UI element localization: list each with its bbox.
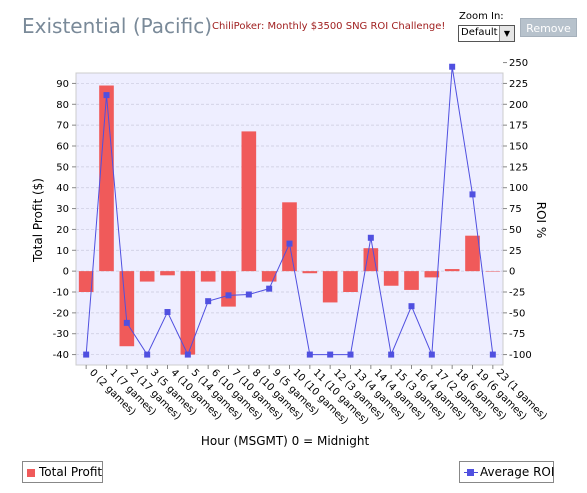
bar — [200, 271, 216, 282]
y2-tick-label: 125 — [509, 162, 528, 173]
page-title: Existential (Pacific) — [22, 14, 213, 38]
roi-point — [123, 319, 130, 326]
y-tick-label: -20 — [53, 308, 69, 319]
y-tick-label: -40 — [53, 350, 69, 361]
bar — [261, 271, 277, 282]
y-tick-label: 80 — [56, 100, 69, 111]
roi-point — [266, 285, 273, 292]
y-tick-label: 0 — [63, 267, 69, 278]
bar — [160, 271, 175, 276]
roi-point — [225, 292, 232, 299]
zoom-label: Zoom In: — [459, 11, 504, 22]
bar — [139, 271, 155, 282]
remove-button[interactable]: Remove — [520, 18, 577, 37]
y2-tick-label: 75 — [509, 204, 522, 215]
y-tick-label: -30 — [53, 329, 69, 340]
bar — [465, 235, 480, 272]
bar — [221, 271, 236, 307]
y2-tick-label: 200 — [509, 100, 528, 111]
bar — [119, 271, 135, 347]
bar — [485, 271, 501, 272]
y2-tick-label: 0 — [509, 267, 515, 278]
legend-total-profit: Total Profit — [22, 461, 103, 483]
bar — [322, 271, 338, 303]
y2-tick-label: 225 — [509, 79, 528, 90]
legend-profit-label: Total Profit — [39, 465, 103, 479]
roi-point — [489, 351, 496, 358]
y2-axis-ticks: 2502252001751501251007550250-25-50-75-10… — [503, 58, 532, 361]
bar-swatch-icon — [27, 468, 35, 477]
y-tick-label: 20 — [56, 225, 69, 236]
roi-point — [245, 291, 252, 298]
y-tick-label: 40 — [56, 183, 69, 194]
y2-tick-label: 150 — [509, 142, 528, 153]
y2-tick-label: 25 — [509, 246, 522, 257]
roi-point — [144, 351, 151, 358]
legend-roi-label: Average ROI — [480, 465, 555, 479]
roi-point — [388, 351, 395, 358]
x-axis-ticks: 0 (2 games)1 (7 games)2 (17 games)3 (5 g… — [85, 365, 549, 427]
y2-tick-label: 100 — [509, 183, 528, 194]
bar — [241, 131, 257, 272]
bar — [404, 271, 419, 290]
y-tick-label: 50 — [56, 162, 69, 173]
roi-line — [83, 63, 496, 358]
roi-point — [347, 351, 354, 358]
y2-tick-label: 175 — [509, 121, 528, 132]
roi-point — [327, 351, 334, 358]
y-tick-label: -10 — [53, 288, 69, 299]
roi-point — [367, 234, 374, 241]
y-tick-label: 30 — [56, 204, 69, 215]
y2-tick-label: -75 — [509, 329, 525, 340]
promo-link[interactable]: ChiliPoker: Monthly $3500 SNG ROI Challe… — [212, 21, 446, 32]
roi-point — [184, 351, 191, 358]
x-axis-label: Hour (MSGMT) 0 = Midnight — [201, 434, 370, 448]
bar — [444, 269, 460, 272]
y-tick-label: 70 — [56, 121, 69, 132]
y2-tick-label: -50 — [509, 308, 525, 319]
bar — [78, 271, 94, 292]
roi-point — [205, 298, 212, 305]
y-axis-label: Total Profit ($) — [31, 178, 45, 263]
chevron-down-icon[interactable]: ▼ — [499, 26, 514, 41]
bar — [424, 271, 440, 278]
roi-point — [103, 92, 110, 99]
zoom-select[interactable]: Default ▼ — [458, 25, 515, 42]
y-tick-label: 90 — [56, 79, 69, 90]
y2-tick-label: -100 — [509, 350, 532, 361]
y-tick-label: 10 — [56, 246, 69, 257]
y2-tick-label: 50 — [509, 225, 522, 236]
bar — [363, 248, 379, 272]
y2-tick-label: 250 — [509, 58, 528, 69]
y-tick-label: 60 — [56, 142, 69, 153]
roi-point — [469, 191, 476, 198]
bar — [383, 271, 399, 286]
bar — [180, 271, 196, 355]
zoom-select-value: Default — [461, 27, 498, 38]
y2-tick-label: -25 — [509, 288, 525, 299]
bar — [343, 271, 358, 292]
roi-point — [164, 309, 171, 316]
y-axis-ticks: 90 80 70 60 50 40 30 20 10 0 -10 -20 -30 -40 — [53, 79, 76, 361]
roi-point — [83, 351, 90, 358]
roi-point — [449, 63, 456, 70]
bar — [302, 271, 318, 274]
roi-point — [286, 240, 293, 247]
legend-average-roi: Average ROI — [459, 461, 554, 483]
roi-point — [306, 351, 313, 358]
bar — [99, 85, 114, 272]
line-swatch-icon — [464, 468, 478, 478]
bar — [282, 202, 297, 272]
roi-point — [428, 351, 435, 358]
y2-axis-label: ROI % — [534, 202, 548, 239]
roi-point — [408, 303, 415, 310]
